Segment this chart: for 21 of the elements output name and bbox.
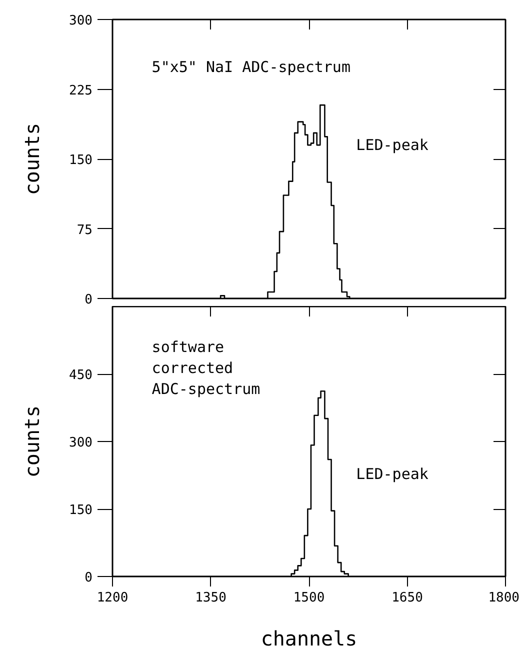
annotation: LED-peak [356,136,428,154]
y-tick-label: 150 [69,153,93,168]
x-tick-label: 1800 [488,590,519,606]
y-axis-title: counts [20,122,44,196]
annotation: LED-peak [356,464,428,483]
y-tick-label: 450 [69,368,93,383]
y-tick-label: 300 [69,14,93,28]
x-tick-label: 1350 [195,590,226,606]
y-tick-label: 300 [69,436,93,450]
y-tick-label: 225 [69,83,93,98]
x-tick-label: 1650 [392,590,423,606]
y-axis-title: counts [20,405,44,478]
x-tick-label: 1200 [96,590,128,606]
y-tick-label: 0 [84,292,92,308]
y-tick-label: 0 [84,570,92,586]
x-axis-title: channels [260,626,358,650]
x-tick-label: 1500 [293,590,325,606]
annotation: 5"x5" NaI ADC-spectrum [152,58,350,76]
y-tick-label: 75 [76,222,93,238]
annotation: software corrected ADC-spectrum [152,338,260,398]
y-tick-label: 150 [69,503,93,518]
